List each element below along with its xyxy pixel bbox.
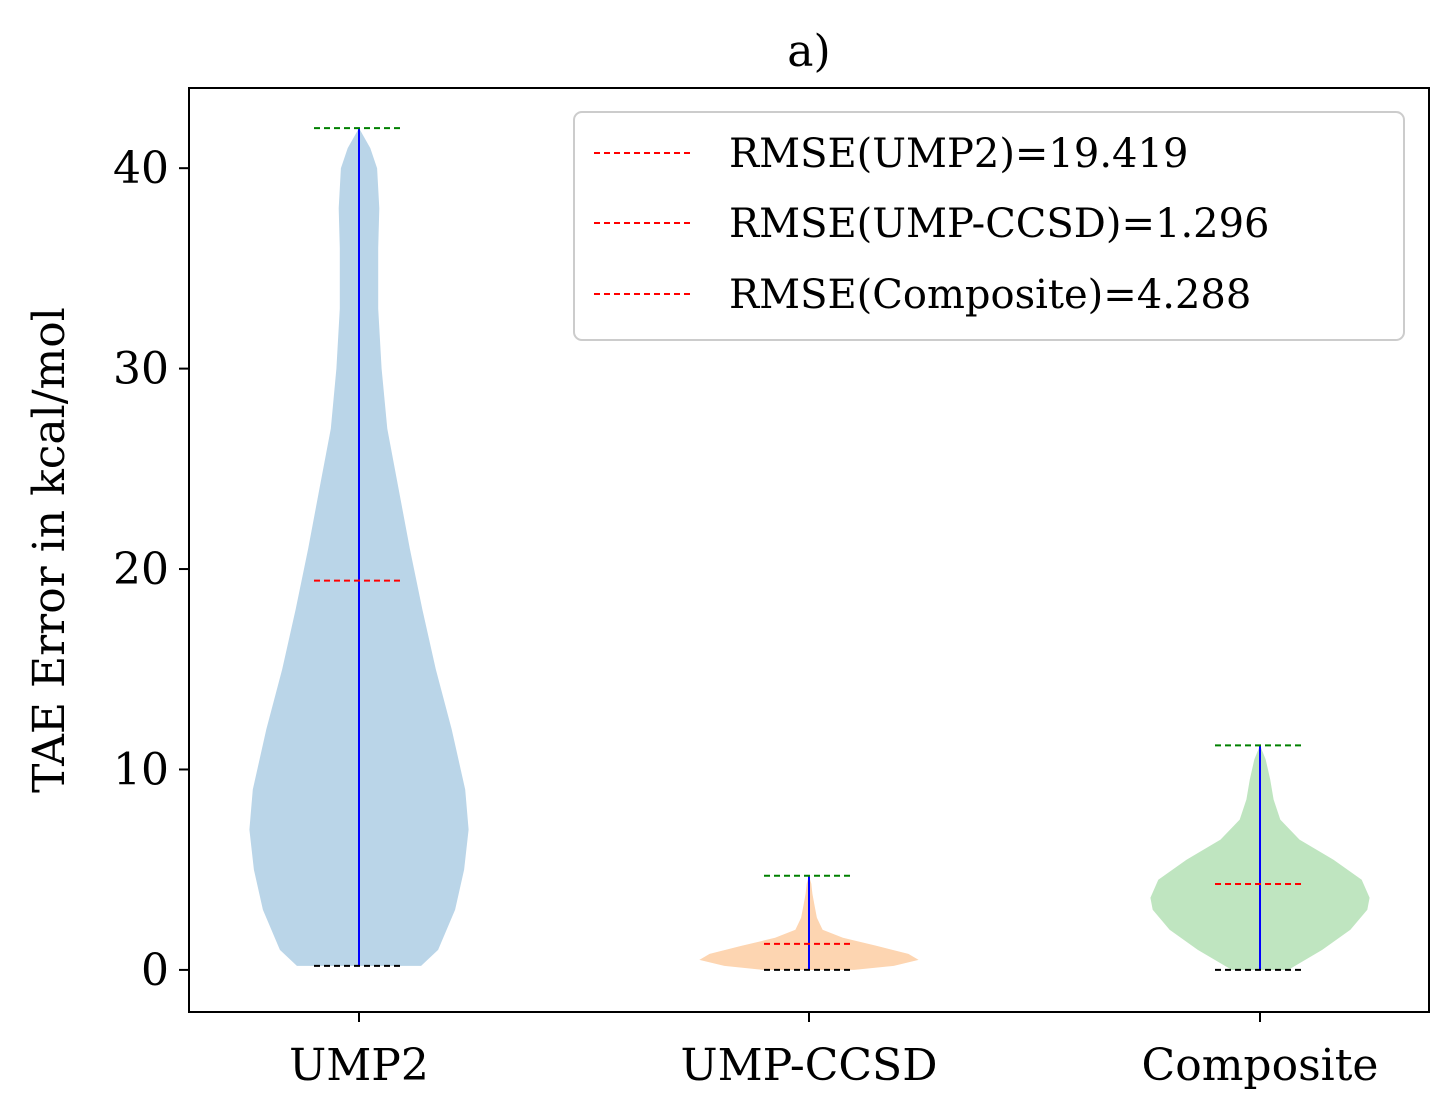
y-tick-label: 30	[113, 344, 169, 395]
x-tick-label: UMP-CCSD	[681, 1040, 938, 1091]
chart-title: a)	[787, 26, 830, 77]
y-tick-label: 20	[113, 544, 169, 595]
y-axis-label: TAE Error in kcal/mol	[24, 307, 75, 793]
y-axis: 0 10 20 30 40	[113, 143, 189, 996]
legend-label: RMSE(Composite)=4.288	[729, 272, 1251, 318]
y-tick-label: 0	[141, 945, 169, 996]
x-axis: UMP2 UMP-CCSD Composite	[289, 1012, 1378, 1091]
x-tick-label: UMP2	[289, 1040, 429, 1091]
y-tick-label: 10	[113, 744, 169, 795]
lines-layer	[314, 127, 1305, 971]
y-tick-label: 40	[113, 143, 169, 194]
x-tick-label: Composite	[1142, 1040, 1379, 1091]
legend-label: RMSE(UMP-CCSD)=1.296	[729, 201, 1270, 247]
legend-label: RMSE(UMP2)=19.419	[729, 131, 1188, 177]
legend-box	[573, 111, 1405, 341]
legend: RMSE(UMP2)=19.419 RMSE(UMP-CCSD)=1.296 RMS…	[573, 111, 1405, 341]
